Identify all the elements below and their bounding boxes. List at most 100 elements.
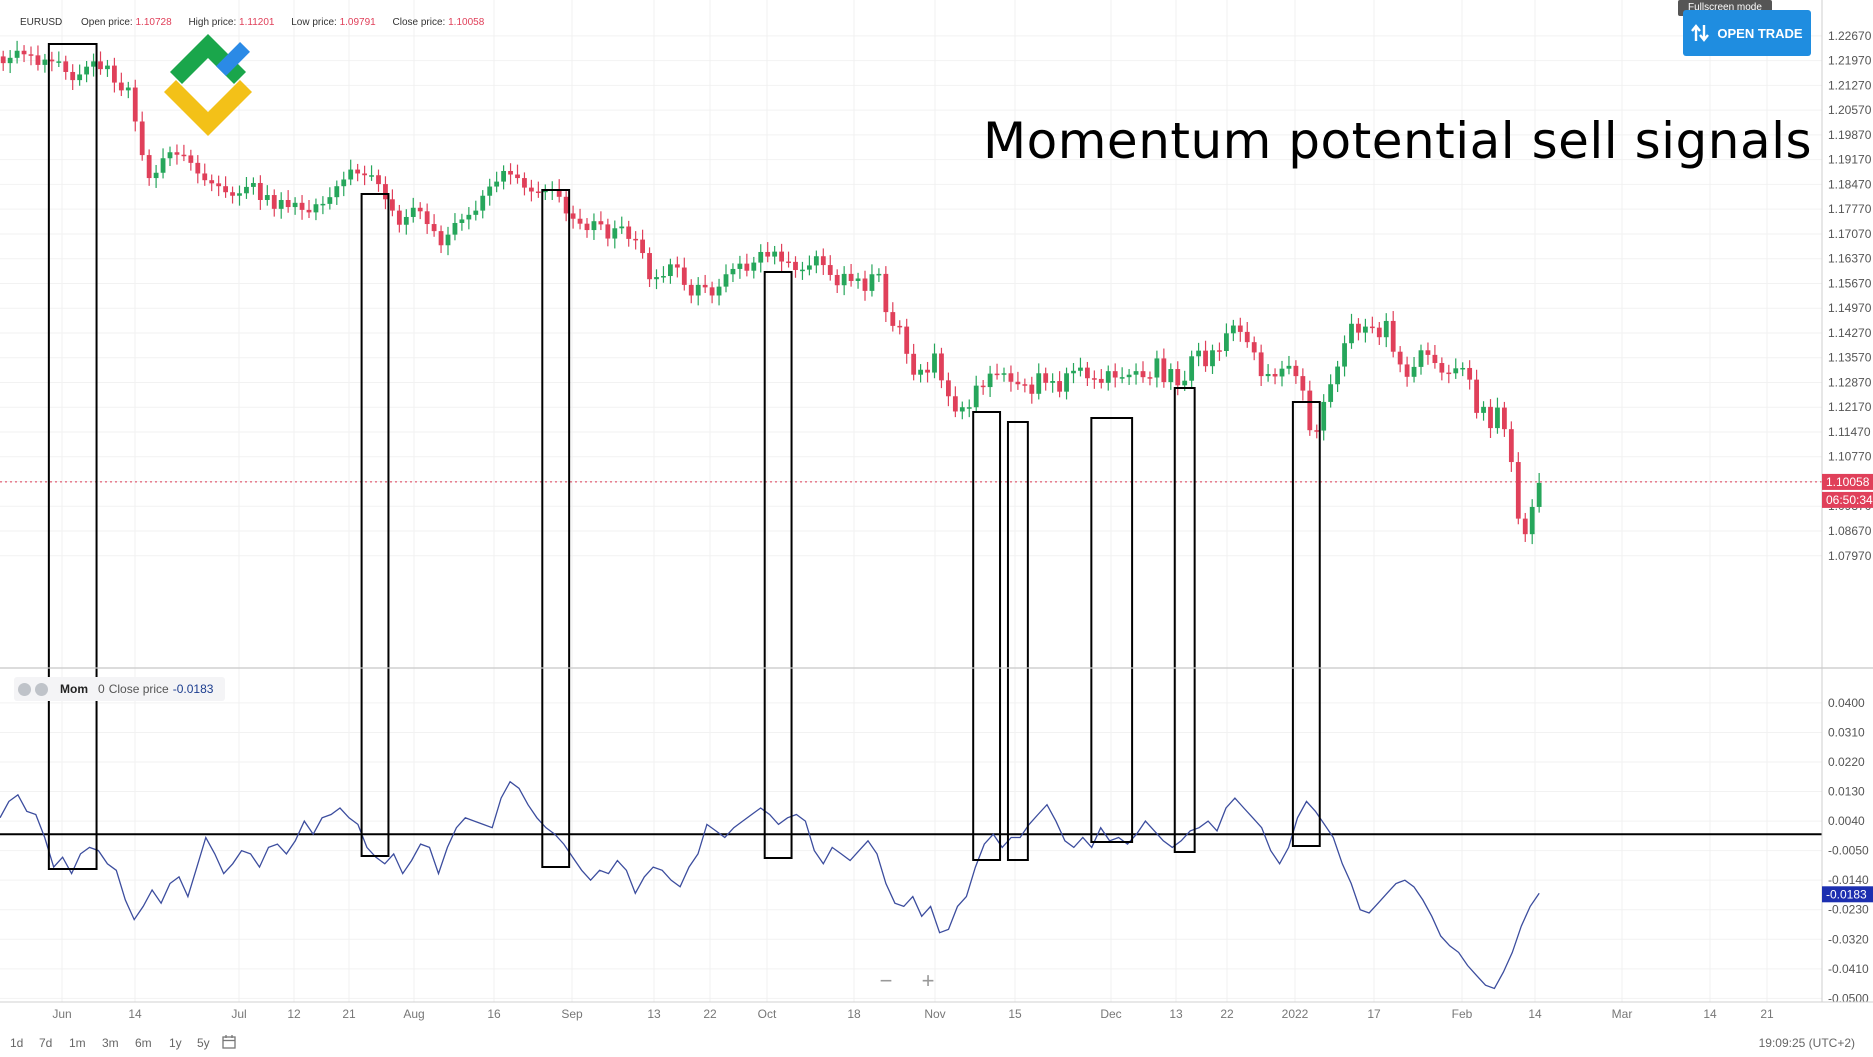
x-tick-label: 15: [1008, 1007, 1022, 1021]
candle-body: [1133, 371, 1139, 375]
candle-body: [1196, 350, 1201, 357]
candle-body: [1237, 325, 1243, 332]
candle-body: [751, 262, 757, 271]
range-1m[interactable]: 1m: [69, 1036, 86, 1050]
zoom-in-button[interactable]: +: [921, 968, 935, 993]
candle-body: [292, 202, 298, 208]
candle-body: [237, 193, 242, 196]
range-5y[interactable]: 5y: [197, 1036, 210, 1050]
candle-body: [1189, 356, 1195, 381]
mom-badge: [1822, 886, 1873, 903]
candle-body: [598, 221, 604, 225]
candle-body: [973, 385, 979, 408]
mom-tick-label: -0.0410: [1828, 962, 1869, 976]
logo-blue-stroke: [216, 42, 250, 76]
candle-body: [966, 407, 972, 409]
range-1d[interactable]: 1d: [10, 1036, 24, 1050]
candle-body: [535, 191, 541, 194]
x-tick-label: 17: [1367, 1007, 1381, 1021]
candle-body: [980, 385, 986, 388]
candle-body: [1161, 358, 1167, 383]
candle-body: [1272, 373, 1278, 377]
candle-body: [1321, 401, 1327, 431]
candle-body: [35, 55, 41, 65]
candle-body: [633, 238, 639, 241]
gear-icon[interactable]: [35, 682, 48, 696]
range-3m[interactable]: 3m: [102, 1036, 119, 1050]
candle-body: [355, 169, 361, 174]
candle-body: [1140, 371, 1146, 378]
candle-body: [1502, 407, 1507, 430]
open-trade-button[interactable]: OPEN TRADE: [1683, 10, 1811, 56]
candle-body: [563, 196, 569, 214]
close-price: Close price: 1.10058: [393, 17, 485, 28]
candle-body: [939, 353, 944, 381]
candle-body: [0, 56, 6, 64]
x-tick-label: 12: [287, 1007, 301, 1021]
candle-body: [848, 273, 854, 281]
candle-body: [987, 373, 993, 388]
candle-body: [626, 226, 632, 239]
candle-body: [1168, 369, 1174, 383]
candle-body: [1001, 373, 1007, 375]
candle-body: [1147, 377, 1153, 379]
candle-body: [56, 61, 62, 63]
candle-body: [744, 263, 750, 271]
candle-body: [1064, 373, 1069, 392]
range-7d[interactable]: 7d: [39, 1036, 53, 1050]
candle-body: [1363, 326, 1368, 333]
candle-body: [195, 162, 201, 174]
candle-body: [1356, 323, 1361, 333]
candle-body: [820, 256, 826, 266]
candle-body: [904, 326, 910, 354]
candle-body: [688, 284, 694, 296]
candle-body: [181, 154, 187, 157]
candle-body: [542, 190, 548, 193]
candle-body: [515, 174, 520, 179]
candle-body: [362, 173, 367, 176]
candle-body: [758, 251, 764, 263]
candle-body: [271, 195, 277, 209]
x-tick-label: 14: [1703, 1007, 1717, 1021]
candle-body: [1105, 371, 1111, 383]
candle-body: [153, 172, 159, 179]
candle-body: [1404, 364, 1410, 377]
mom-tick-label: -0.0050: [1828, 844, 1869, 858]
candle-body: [612, 228, 618, 239]
candle-body: [1085, 367, 1090, 379]
range-6m[interactable]: 6m: [135, 1036, 152, 1050]
candle-body: [494, 181, 500, 187]
price-candles: [0, 40, 1822, 545]
candle-body: [1057, 381, 1062, 392]
candle-body: [1078, 367, 1083, 371]
candle-body: [285, 199, 291, 208]
price-tick-label: 1.14970: [1828, 301, 1872, 315]
candle-body: [1515, 462, 1521, 519]
candle-body: [702, 284, 708, 288]
candle-body: [1182, 380, 1188, 386]
low-price: Low price: 1.09791: [291, 17, 376, 28]
x-tick-label: 13: [1169, 1007, 1183, 1021]
candle-body: [264, 195, 270, 200]
price-badge-text: 1.10058: [1826, 475, 1870, 489]
high-price-label: High price:: [188, 17, 237, 28]
candle-body: [841, 273, 847, 286]
candle-body: [723, 274, 729, 287]
x-tick-label: Dec: [1100, 1007, 1121, 1021]
high-price-value: 1.11201: [239, 17, 275, 28]
logo-yellow-chevron: [164, 80, 252, 136]
calendar-icon[interactable]: [222, 1035, 236, 1049]
signal-box: [47, 43, 98, 870]
candle-body: [202, 173, 208, 181]
candle-body: [501, 170, 506, 182]
range-1y[interactable]: 1y: [169, 1036, 182, 1050]
candle-body: [1008, 373, 1014, 382]
candle-body: [1230, 325, 1236, 334]
candle-body: [772, 251, 778, 257]
ohlc-infobar: EURUSD Open price: 1.10728 High price: 1…: [20, 17, 498, 28]
candle-body: [209, 180, 215, 184]
close-indicator-icon[interactable]: [18, 682, 31, 696]
zoom-out-button[interactable]: −: [879, 968, 893, 993]
candle-body: [716, 286, 722, 296]
